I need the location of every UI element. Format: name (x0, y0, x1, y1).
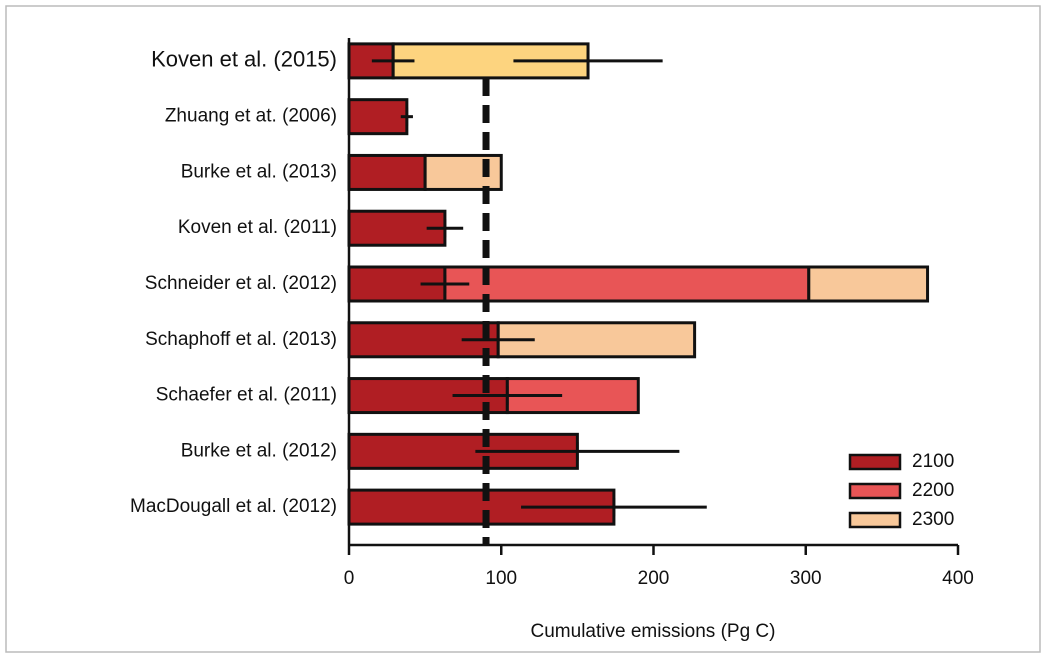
bar-segment (423, 153, 503, 191)
x-tick-label: 400 (942, 568, 974, 589)
legend-label: 2200 (912, 480, 954, 501)
legend-swatch (848, 453, 902, 471)
x-tick-label: 200 (638, 568, 670, 589)
x-tick-label: 100 (485, 568, 517, 589)
category-label: Koven et al. (2011) (178, 217, 337, 238)
x-tick-label: 300 (790, 568, 822, 589)
category-label: Burke et al. (2013) (181, 161, 337, 182)
bar-segment (443, 265, 811, 303)
bar-segment (807, 265, 930, 303)
category-label: Zhuang et at. (2006) (165, 106, 337, 127)
category-label: Schaefer et al. (2011) (156, 385, 337, 406)
bar-segment (347, 153, 427, 191)
x-tick-label: 0 (344, 568, 355, 589)
category-label: Schneider et al. (2012) (145, 273, 337, 294)
category-label: Burke et al. (2012) (181, 440, 337, 461)
bar-segment (347, 98, 409, 136)
legend-label: 2100 (912, 451, 954, 472)
category-label: MacDougall et al. (2012) (130, 496, 337, 517)
category-label: Koven et al. (2015) (151, 47, 337, 72)
legend-swatch (848, 482, 902, 500)
x-axis-label: Cumulative emissions (Pg C) (531, 621, 776, 642)
legend-label: 2300 (912, 509, 954, 530)
category-label: Schaphoff et al. (2013) (145, 329, 337, 350)
legend-swatch (848, 511, 902, 529)
